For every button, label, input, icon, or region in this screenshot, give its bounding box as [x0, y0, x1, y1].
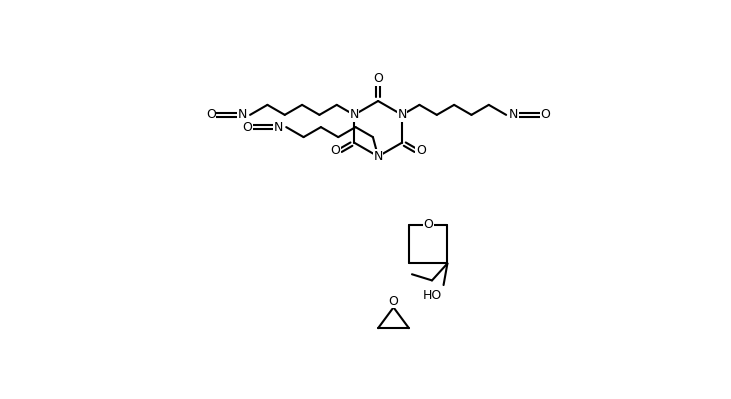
- Text: O: O: [416, 144, 425, 157]
- Text: O: O: [540, 109, 550, 121]
- Text: O: O: [423, 218, 433, 231]
- Text: N: N: [398, 109, 406, 121]
- Text: O: O: [206, 109, 216, 121]
- Text: N: N: [510, 109, 518, 121]
- Text: N: N: [274, 120, 283, 134]
- Text: O: O: [389, 295, 398, 308]
- Text: O: O: [242, 120, 252, 134]
- Text: O: O: [373, 72, 383, 85]
- Text: N: N: [349, 109, 359, 121]
- Text: HO: HO: [423, 289, 442, 302]
- Text: O: O: [330, 144, 341, 157]
- Text: N: N: [374, 150, 383, 163]
- Text: N: N: [238, 109, 247, 121]
